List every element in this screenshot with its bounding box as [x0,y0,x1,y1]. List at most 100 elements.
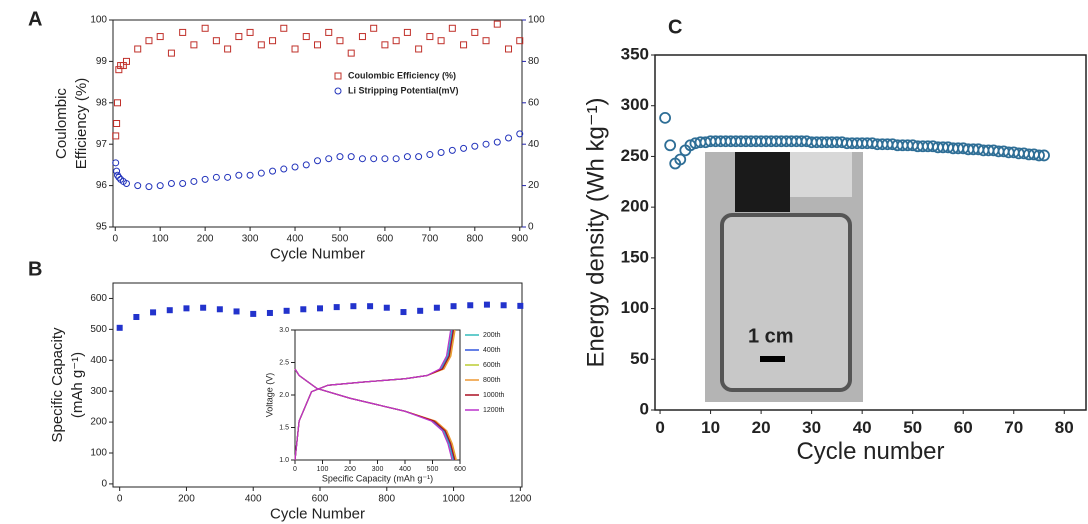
marker [167,49,175,57]
y2-tick-label: 80 [528,56,540,67]
x-tick-label: 400 [287,234,304,245]
marker [505,134,513,142]
y-tick-label: 100 [90,448,107,459]
marker [201,24,209,32]
marker [201,175,209,183]
marker [156,182,164,190]
x-tick-label: 0 [112,234,118,245]
y2-tick-label: 60 [528,97,540,108]
marker [336,153,344,161]
marker [266,309,273,316]
marker [367,303,374,310]
marker [269,37,277,45]
marker [417,307,424,314]
legend-swatch [334,87,342,95]
marker [383,304,390,311]
marker [145,183,153,191]
marker [257,41,265,49]
marker [314,41,321,49]
x-tick-label: 60 [954,418,973,437]
y-tick-label: 0 [101,479,107,490]
y2-tick-label: 0 [528,222,534,233]
plot-frame [112,19,523,228]
marker [134,182,142,190]
legend-label: 800th [483,377,501,384]
marker [358,33,366,41]
y-axis-label: Voltage (V) [264,373,274,418]
x-tick-label: 50 [903,418,922,437]
y-tick-label: 3.0 [279,327,289,334]
marker [659,111,672,124]
y-axis-label: Specific Capacity [49,327,66,443]
marker [493,138,501,146]
marker [1033,149,1045,162]
photo-cell [720,213,852,392]
marker [460,144,468,152]
x-tick-label: 200 [344,466,356,473]
legend-label: 400th [483,347,501,354]
marker [415,45,423,53]
y-tick-label: 2.5 [279,359,289,366]
x-tick-label: 400 [399,466,411,473]
x-tick-label: 40 [853,418,872,437]
marker [517,302,524,309]
marker [467,302,474,309]
x-tick-label: 500 [332,234,349,245]
y-tick-label: 250 [621,146,649,165]
marker [426,151,434,159]
panel: 0 100 200 300 400 500 600 1.0 1.5 2.0 2.5 3.0 Specif… [264,327,504,484]
marker [250,310,257,317]
panel-label: B [28,258,42,280]
x-tick-label: 0 [293,466,297,473]
y-tick-label: 99 [96,56,108,67]
marker [134,45,142,53]
marker [325,155,333,163]
y-tick-label: 1.0 [279,457,289,464]
marker [122,180,130,188]
marker [493,20,501,28]
y2-tick-label: 20 [528,180,540,191]
marker [291,45,299,53]
marker [246,28,254,36]
marker [280,24,288,32]
x-tick-label: 500 [427,466,439,473]
marker [460,41,468,49]
scale-label: 1 cm [748,325,794,347]
marker [190,177,198,185]
marker [1038,149,1050,162]
marker [448,24,456,32]
marker [212,37,220,45]
marker [403,28,411,36]
marker [183,305,190,312]
x-tick-label: 200 [178,494,195,505]
marker [314,157,321,165]
marker [400,309,407,316]
marker [336,37,344,45]
x-tick-label: 1200 [509,494,532,505]
marker [426,33,434,41]
marker [483,301,490,308]
marker [216,306,223,313]
x-tick-label: 400 [245,494,262,505]
x-tick-label: 700 [422,234,439,245]
x-tick-label: 10 [701,418,720,437]
marker [235,171,243,179]
x-tick-label: 30 [802,418,821,437]
plot-frame [654,54,1087,411]
marker [370,24,378,32]
y-axis-label: Coulombic [53,88,70,159]
panel-label: A [28,8,42,30]
y-tick-label: 400 [90,355,107,366]
legend-label: 1200th [483,407,505,414]
y-tick-label: 150 [621,247,649,266]
marker [437,37,445,45]
legend-label: 200th [483,332,501,339]
y-tick-label: 500 [90,324,107,335]
y-axis-label: Efficiency (%) [73,78,90,169]
y-tick-label: 300 [90,386,107,397]
marker [112,132,120,140]
y-tick-label: 0 [640,399,649,418]
y-tick-label: 600 [90,293,107,304]
y-tick-label: 50 [630,349,649,368]
marker [115,66,123,74]
